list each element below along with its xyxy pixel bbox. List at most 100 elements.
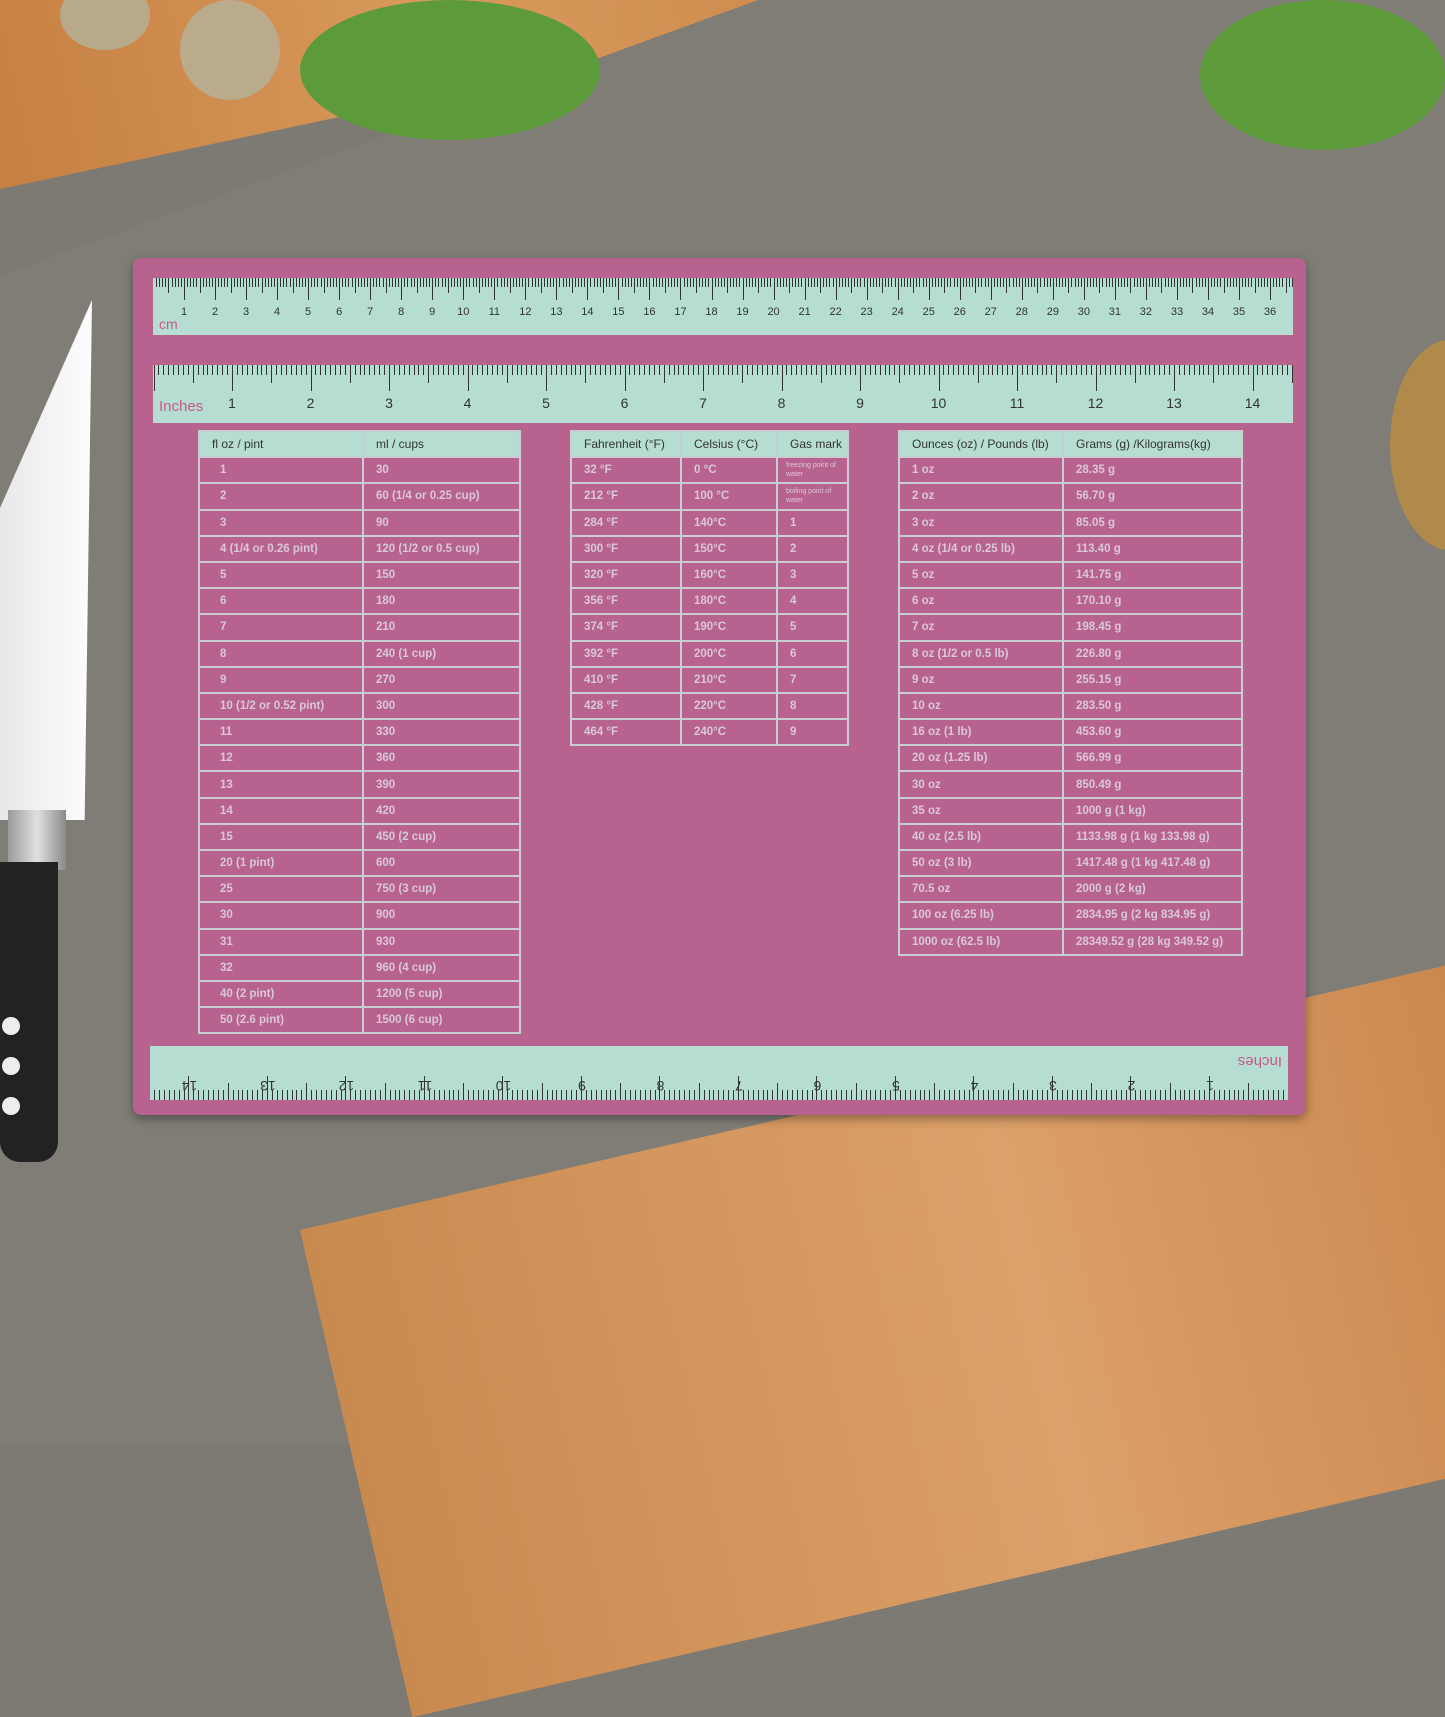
ruler-tick [746,278,747,287]
ruler-tick [453,365,454,375]
ruler-number: 18 [705,306,717,318]
ruler-tick [629,365,630,375]
ruler-tick [777,1083,778,1100]
table-cell: 4 oz (1/4 or 0.25 lb) [899,536,1063,562]
ruler-tick [1255,278,1256,293]
ruler-tick [975,278,976,293]
ruler-tick [835,365,836,375]
ruler-tick [668,278,669,287]
ruler-tick [266,365,267,375]
ruler-tick [209,278,210,287]
ruler-tick [622,278,623,287]
ruler-tick [1208,278,1209,300]
ruler-tick [1261,278,1262,287]
ruler-tick [507,365,508,383]
ruler-tick [659,365,660,375]
ruler-tick [1272,365,1273,375]
ruler-tick [1140,365,1141,375]
ruler-tick [1155,278,1156,287]
ruler-tick [981,278,982,287]
table-cell: 270 [363,667,520,693]
ruler-tick [1199,365,1200,375]
table-cell: 10 oz [899,693,1063,719]
ruler-tick [448,365,449,375]
ruler-number: 7 [699,395,707,411]
ruler-tick [679,1090,680,1100]
ruler-tick [550,278,551,287]
ruler-tick [1243,365,1244,375]
ruler-tick [941,278,942,287]
ruler-tick [326,1090,327,1100]
table-cell: 283.50 g [1063,693,1242,719]
ruler-tick [528,278,529,287]
ruler-tick [994,278,995,287]
ruler-tick [571,365,572,375]
ruler-tick [301,365,302,375]
knife-bolster [8,810,66,870]
ruler-tick [854,278,855,287]
ruler-tick [1276,278,1277,287]
ruler-tick [782,365,783,391]
table-cell: 356 °F [571,588,681,614]
ruler-tick [390,1090,391,1100]
ruler-tick [807,1090,808,1100]
ruler-tick [1251,278,1252,287]
ruler-tick [559,278,560,287]
ruler-tick [615,365,616,375]
ruler-tick [525,278,526,300]
table-cell: 900 [363,902,520,928]
ruler-tick [1174,278,1175,287]
ruler-number: 7 [735,1078,743,1094]
ruler-tick [469,278,470,287]
ruler-tick [752,278,753,287]
ruler-tick [764,278,765,287]
ruler-tick [1102,278,1103,287]
ruler-tick [352,278,353,287]
ruler-tick [1124,278,1125,287]
ruler-tick [1096,365,1097,391]
ruler-tick [286,365,287,375]
ruler-tick [718,1090,719,1100]
ruler-tick [839,278,840,287]
ruler-tick [1032,1090,1033,1100]
ruler-tick [736,278,737,287]
ruler-tick [935,278,936,287]
ruler-tick [606,278,607,287]
ruler-tick [364,278,365,287]
table-cell: 1 oz [899,457,1063,483]
ruler-tick [699,1083,700,1100]
ruler-tick [1146,278,1147,300]
ruler-number: 30 [1078,306,1090,318]
ruler-tick [1174,365,1175,391]
ruler-tick [978,1090,979,1100]
ruler-tick [1189,1090,1190,1100]
ruler-tick [1071,278,1072,287]
ruler-tick [181,278,182,287]
table-cell: 30 [363,457,520,483]
ruler-number: 12 [1088,395,1104,411]
table-cell: 14 [199,798,363,824]
ruler-tick [1086,365,1087,375]
ruler-tick [594,278,595,287]
ruler-tick [1213,365,1214,383]
ruler-tick [578,278,579,287]
ruler-tick [384,365,385,375]
ruler-tick [758,278,759,293]
ruler-tick [311,365,312,391]
table-cell: 30 oz [899,771,1063,797]
table-cell: 464 °F [571,719,681,745]
ruler-number: 24 [892,306,904,318]
ruler-tick [1077,1090,1078,1100]
ruler-tick [203,1090,204,1100]
ruler-tick [1056,278,1057,287]
ruler-tick [703,365,704,391]
ruler-tick [1017,365,1018,391]
ruler-tick [752,365,753,375]
ruler-tick [200,278,201,293]
